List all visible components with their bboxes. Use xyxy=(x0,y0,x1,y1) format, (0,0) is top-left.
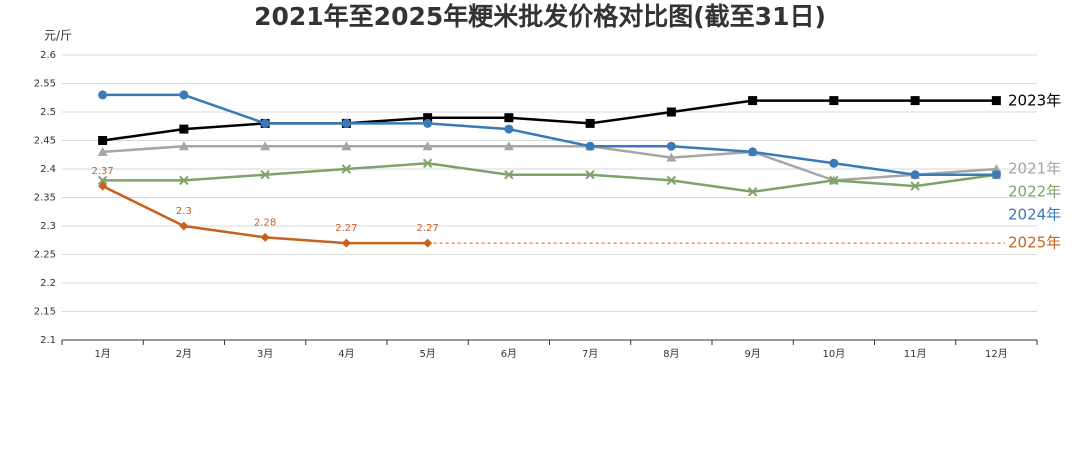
marker xyxy=(666,141,676,151)
marker xyxy=(260,232,270,242)
marker xyxy=(179,221,189,231)
marker xyxy=(991,96,1001,106)
marker xyxy=(504,113,514,123)
marker xyxy=(666,175,677,186)
x-tick-label: 8月 xyxy=(663,348,679,360)
x-tick-label: 11月 xyxy=(904,348,927,360)
legend-label: 2024年 xyxy=(1008,206,1061,224)
legend-label: 2021年 xyxy=(1008,160,1061,178)
y-tick-label: 2.4 xyxy=(40,164,56,175)
x-tick-label: 2月 xyxy=(176,348,192,360)
marker xyxy=(910,96,920,106)
y-tick-label: 2.1 xyxy=(40,335,56,346)
y-tick-label: 2.25 xyxy=(34,250,56,261)
marker xyxy=(423,238,433,248)
marker xyxy=(98,136,108,145)
data-label: 2.3 xyxy=(176,206,192,217)
marker xyxy=(829,175,839,186)
marker xyxy=(748,147,758,157)
marker xyxy=(341,238,351,248)
marker xyxy=(666,107,676,117)
x-tick-label: 6月 xyxy=(501,348,517,360)
y-tick-label: 2.15 xyxy=(34,307,56,318)
x-tick-label: 1月 xyxy=(94,348,110,360)
marker xyxy=(585,141,595,151)
marker xyxy=(991,164,1002,173)
marker xyxy=(341,164,352,174)
marker xyxy=(98,181,108,191)
series-line xyxy=(102,144,997,182)
data-label: 2.37 xyxy=(91,166,113,177)
marker xyxy=(422,158,433,169)
series-line xyxy=(102,99,997,142)
y-tick-label: 2.3 xyxy=(40,221,56,232)
marker xyxy=(341,118,351,128)
marker xyxy=(423,118,433,128)
y-tick-label: 2.35 xyxy=(34,193,56,204)
series-line xyxy=(102,93,997,176)
data-label: 2.27 xyxy=(416,223,438,234)
marker xyxy=(260,118,270,128)
x-tick-label: 9月 xyxy=(744,348,760,360)
x-tick-label: 10月 xyxy=(823,348,846,360)
marker xyxy=(829,96,839,106)
marker xyxy=(97,146,108,156)
marker xyxy=(179,175,189,186)
x-tick-label: 12月 xyxy=(985,348,1008,360)
marker xyxy=(179,124,189,134)
marker xyxy=(748,96,758,106)
y-tick-label: 2.5 xyxy=(40,107,56,118)
marker xyxy=(503,141,514,151)
marker xyxy=(260,169,270,180)
marker xyxy=(747,187,758,197)
marker xyxy=(910,170,920,180)
marker xyxy=(585,169,595,180)
marker xyxy=(423,113,433,123)
marker xyxy=(504,124,514,134)
x-tick-label: 4月 xyxy=(338,348,354,360)
marker xyxy=(341,141,352,151)
y-axis-label: 元/斤 xyxy=(44,29,72,43)
x-tick-label: 3月 xyxy=(257,348,273,360)
marker xyxy=(98,90,108,100)
x-tick-label: 5月 xyxy=(419,348,435,360)
marker xyxy=(829,158,839,168)
y-tick-label: 2.2 xyxy=(40,278,56,289)
y-tick-label: 2.55 xyxy=(34,79,56,90)
marker xyxy=(504,169,514,180)
y-tick-label: 2.6 xyxy=(40,50,56,61)
legend-label: 2025年 xyxy=(1008,234,1061,252)
marker xyxy=(178,141,189,151)
marker xyxy=(422,141,433,151)
marker xyxy=(991,170,1001,180)
marker xyxy=(666,152,677,162)
legend-label: 2022年 xyxy=(1008,183,1061,201)
marker xyxy=(585,118,595,128)
marker xyxy=(97,175,108,186)
marker xyxy=(910,181,920,191)
y-tick-label: 2.45 xyxy=(34,136,56,147)
x-tick-label: 7月 xyxy=(582,348,598,360)
legend-label: 2023年 xyxy=(1008,92,1061,110)
marker xyxy=(260,141,271,151)
chart-title: 2021年至2025年粳米批发价格对比图(截至31日) xyxy=(254,2,826,31)
data-label: 2.28 xyxy=(254,217,276,228)
series-line xyxy=(102,162,997,194)
marker xyxy=(179,90,189,100)
data-label: 2.27 xyxy=(335,223,357,234)
